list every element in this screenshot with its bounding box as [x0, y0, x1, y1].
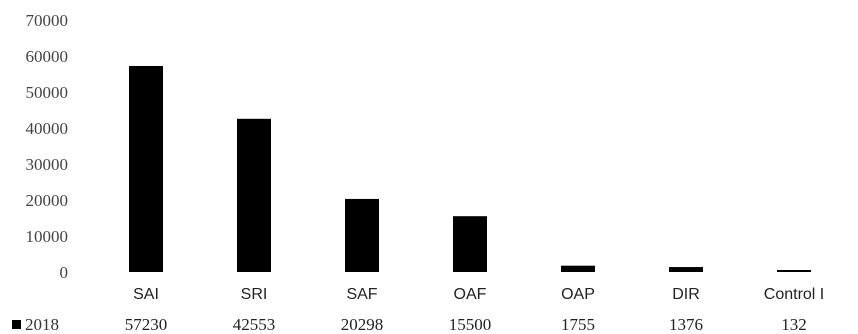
y-tick-label: 30000: [26, 155, 69, 174]
y-tick-label: 40000: [26, 119, 69, 138]
bar: [777, 270, 811, 272]
data-table-value: 20298: [341, 315, 384, 334]
legend-swatch: [12, 320, 21, 329]
bar: [453, 216, 487, 272]
x-tick-label: OAP: [561, 286, 595, 303]
y-tick-label: 50000: [26, 83, 69, 102]
data-table-value: 57230: [125, 315, 168, 334]
y-tick-label: 70000: [26, 11, 69, 30]
bar-series: [129, 65, 811, 272]
y-tick-label: 60000: [26, 47, 69, 66]
data-table-value: 132: [781, 315, 807, 334]
legend-label: 2018: [25, 315, 59, 334]
y-axis: 0 10000 20000 30000 40000 50000 60000 70000: [26, 11, 69, 282]
data-table-value: 1376: [669, 315, 703, 334]
x-tick-label: Control I: [764, 286, 824, 303]
y-tick-label: 20000: [26, 191, 69, 210]
bar: [561, 265, 595, 272]
x-tick-label: DIR: [672, 286, 700, 303]
data-table-value: 1755: [561, 315, 595, 334]
x-tick-label: SRI: [241, 286, 268, 303]
bar: [669, 267, 703, 272]
data-table-value: 15500: [449, 315, 492, 334]
bar: [345, 198, 379, 272]
x-tick-label: OAF: [454, 286, 487, 303]
data-table-row: 2018 57230 42553 20298 15500 1755 1376 132: [12, 315, 807, 334]
y-tick-label: 10000: [26, 227, 69, 246]
bar: [129, 65, 163, 272]
x-tick-label: SAI: [133, 286, 159, 303]
x-tick-label: SAF: [346, 286, 377, 303]
x-axis-labels: SAI SRI SAF OAF OAP DIR Control I: [133, 286, 824, 303]
y-tick-label: 0: [60, 263, 69, 282]
bar: [237, 118, 271, 272]
data-table-value: 42553: [233, 315, 276, 334]
